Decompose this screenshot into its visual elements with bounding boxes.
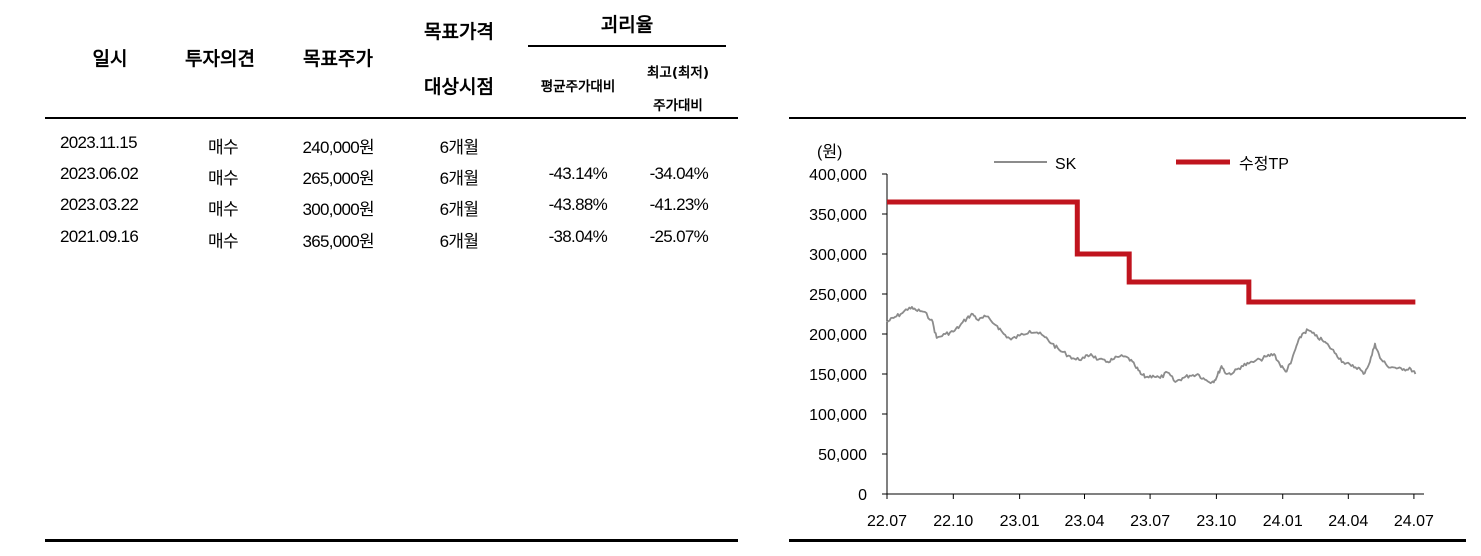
header-high-low-line1: 최고(최저)	[646, 65, 710, 81]
cell-date: 2023.06.02	[60, 164, 139, 183]
cell-period: 6개월	[439, 169, 479, 188]
y-tick-label: 100,000	[809, 407, 867, 424]
cell-avg: -43.88%	[548, 195, 608, 214]
cell-period: 6개월	[439, 200, 479, 219]
header-opinion: 투자의견	[185, 48, 255, 70]
header-target-period-line1: 목표가격	[424, 21, 494, 43]
header-subrule	[528, 45, 726, 47]
cell-high-low: -25.07%	[649, 227, 709, 246]
cell-opinion: 매수	[208, 138, 239, 157]
y-tick-label: 50,000	[818, 447, 867, 464]
y-tick-label: 0	[858, 487, 867, 504]
x-tick-label: 23.01	[1000, 513, 1040, 530]
chart-top-rule	[789, 117, 1466, 119]
table-bottom-rule	[45, 539, 738, 542]
header-target-period-line2: 대상시점	[424, 76, 494, 98]
header-disparity: 괴리율	[600, 14, 654, 36]
price-chart: (원) 0 50,000 100,000 150,000 200,000 250,000 3…	[809, 143, 1434, 530]
x-tick-label: 24.07	[1394, 513, 1434, 530]
header-bottom-rule	[45, 117, 738, 119]
cell-target-price: 365,000원	[302, 232, 375, 251]
series-line-sk	[886, 306, 1417, 385]
cell-date: 2023.11.15	[60, 133, 138, 152]
cell-date: 2023.03.22	[60, 195, 139, 214]
header-high-low-line2: 주가대비	[653, 98, 703, 114]
series-line-tp	[887, 199, 1416, 305]
table-row: 2023.06.02 매수 265,000원 6개월 -43.14% -34.0…	[0, 164, 740, 196]
chart-bottom-rule	[789, 539, 1466, 542]
y-tick-label: 400,000	[809, 167, 867, 184]
x-tick-label: 23.04	[1064, 513, 1104, 530]
cell-opinion: 매수	[208, 232, 239, 251]
x-tick-label: 24.04	[1328, 513, 1368, 530]
y-tick-label: 350,000	[809, 207, 867, 224]
y-tick-label: 150,000	[809, 367, 867, 384]
cell-target-price: 240,000원	[302, 138, 375, 157]
cell-opinion: 매수	[208, 169, 239, 188]
table-row: 2021.09.16 매수 365,000원 6개월 -38.04% -25.0…	[0, 227, 740, 259]
cell-target-price: 300,000원	[302, 200, 375, 219]
x-tick-label: 24.01	[1263, 513, 1303, 530]
x-tick-label: 22.07	[867, 513, 907, 530]
cell-period: 6개월	[439, 138, 479, 157]
header-avg-vs: 평균주가대비	[540, 79, 616, 95]
y-tick-label: 300,000	[809, 247, 867, 264]
x-tick-label: 23.10	[1196, 513, 1236, 530]
header-date: 일시	[92, 48, 128, 70]
y-tick-label: 250,000	[809, 287, 867, 304]
legend-label-sk: SK	[1055, 156, 1077, 173]
table-row: 2023.11.15 매수 240,000원 6개월	[0, 133, 740, 165]
x-tick-label: 23.07	[1130, 513, 1170, 530]
x-tick-label: 22.10	[933, 513, 973, 530]
cell-high-low: -34.04%	[649, 164, 709, 183]
cell-opinion: 매수	[208, 200, 239, 219]
table-row: 2023.03.22 매수 300,000원 6개월 -43.88% -41.2…	[0, 195, 740, 227]
cell-target-price: 265,000원	[302, 169, 375, 188]
cell-high-low: -41.23%	[649, 195, 709, 214]
y-tick-label: 200,000	[809, 327, 867, 344]
cell-period: 6개월	[439, 232, 479, 251]
header-target-price: 목표주가	[303, 48, 373, 70]
y-unit-label: (원)	[817, 143, 842, 161]
cell-avg: -43.14%	[548, 164, 608, 183]
legend-label-tp: 수정TP	[1239, 155, 1289, 173]
cell-date: 2021.09.16	[60, 227, 139, 246]
cell-avg: -38.04%	[548, 227, 608, 246]
